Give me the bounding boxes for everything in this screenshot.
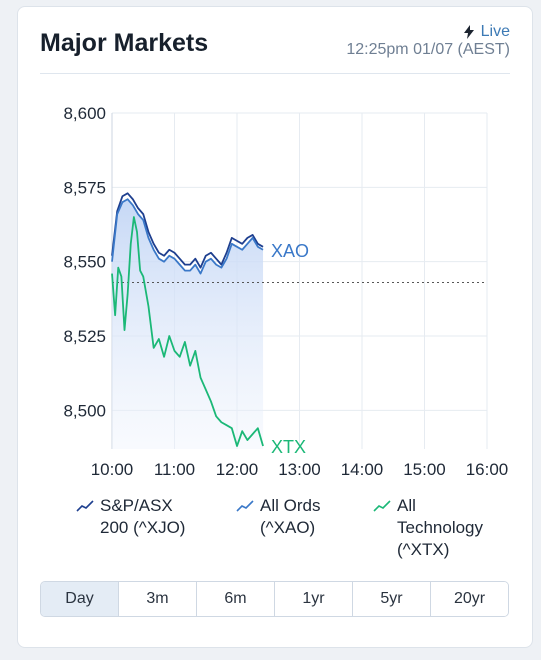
legend-label-line: S&P/ASX: [100, 496, 173, 515]
legend-item[interactable]: All Ords (^XAO): [236, 495, 320, 539]
legend-label-line: 200 (^XJO): [100, 518, 186, 537]
x-tick-label: 14:00: [341, 460, 384, 479]
xao-line: [111, 198, 264, 275]
trend-line-path: [76, 500, 94, 512]
x-tick-label: 16:00: [466, 460, 509, 479]
y-tick-label: 8,575: [63, 178, 106, 197]
live-indicator: Live: [463, 23, 510, 41]
page-title: Major Markets: [40, 29, 209, 57]
legend-label-line: All Ords: [260, 496, 321, 515]
series-end-label: XAO: [271, 241, 309, 261]
y-tick-label: 8,500: [63, 401, 106, 420]
tab-5yr[interactable]: 5yr: [353, 582, 431, 616]
y-tick-label: 8,600: [63, 104, 106, 123]
major-markets-card: Major Markets Live 12:25pm 01/07 (AEST) …: [17, 6, 533, 648]
tab-day[interactable]: Day: [41, 582, 119, 616]
trend-line-icon: [236, 500, 254, 512]
legend-label-line: (^XTX): [397, 540, 450, 559]
tab-3m[interactable]: 3m: [119, 582, 197, 616]
xjo-line: [111, 192, 264, 269]
legend-item[interactable]: All Technology (^XTX): [373, 495, 483, 561]
xao-area-fill: [112, 199, 264, 449]
legend-label: All Technology (^XTX): [397, 495, 483, 561]
xtx-line: [111, 216, 264, 447]
tab-1yr[interactable]: 1yr: [275, 582, 353, 616]
live-label: Live: [480, 23, 510, 40]
legend-label: S&P/ASX 200 (^XJO): [100, 495, 185, 539]
header-divider: [40, 73, 510, 74]
legend-label-line: Technology: [397, 518, 484, 537]
legend-label-line: (^XAO): [260, 518, 316, 537]
tab-20yr[interactable]: 20yr: [431, 582, 508, 616]
legend-label-line: All: [397, 496, 416, 515]
lightning-icon: [463, 25, 474, 39]
x-tick-label: 15:00: [403, 460, 446, 479]
series-end-label: XTX: [271, 437, 306, 457]
trend-line-icon: [76, 500, 94, 512]
chart-legend: S&P/ASX 200 (^XJO) All Ords (^XAO) All Techno…: [18, 495, 534, 575]
x-tick-label: 11:00: [154, 460, 195, 479]
trend-line-icon: [373, 500, 391, 512]
timestamp: 12:25pm 01/07 (AEST): [346, 41, 510, 58]
y-tick-label: 8,550: [63, 253, 106, 272]
x-tick-label: 12:00: [216, 460, 259, 479]
range-tabs: Day 3m 6m 1yr 5yr 20yr: [40, 581, 509, 617]
x-tick-label: 10:00: [91, 460, 134, 479]
legend-label: All Ords (^XAO): [260, 495, 320, 539]
tab-6m[interactable]: 6m: [197, 582, 275, 616]
x-tick-label: 13:00: [278, 460, 321, 479]
legend-item[interactable]: S&P/ASX 200 (^XJO): [76, 495, 185, 539]
trend-line-path: [236, 500, 254, 512]
trend-line-path: [373, 500, 391, 512]
market-chart: XAO XTX 8,600 8,575 8,550 8,525 8,500 10:00 11:…: [63, 104, 509, 479]
y-tick-label: 8,525: [63, 327, 106, 346]
